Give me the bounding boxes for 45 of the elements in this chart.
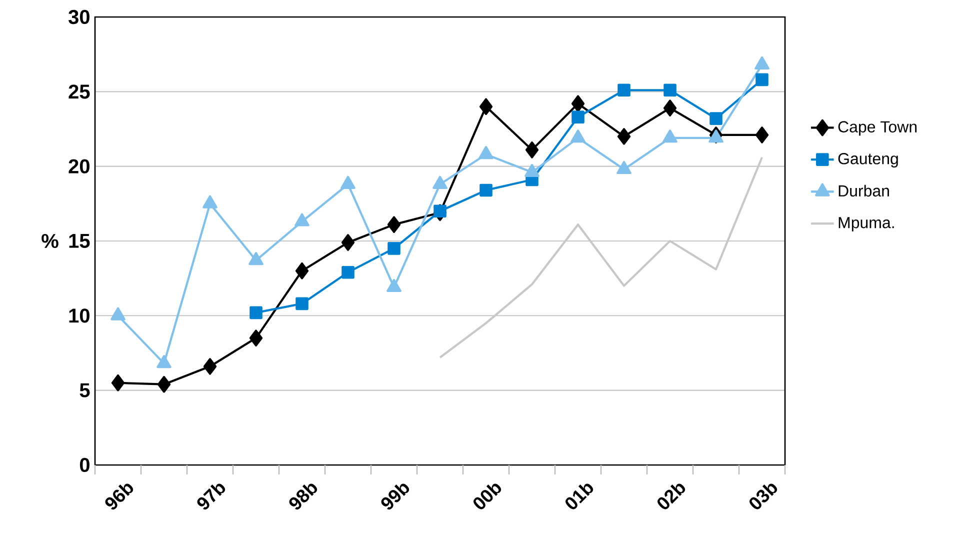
point	[618, 84, 630, 97]
legend-label: Cape Town	[838, 121, 917, 136]
x-tick-label: 03b	[749, 484, 778, 510]
y-axis-title: %	[42, 234, 58, 248]
y-tick-label: 30	[68, 10, 90, 24]
point	[755, 126, 769, 144]
y-tick-label: 5	[80, 383, 90, 398]
point	[434, 204, 446, 218]
point	[250, 306, 262, 320]
y-tick-label: 10	[69, 308, 90, 323]
point	[295, 262, 309, 280]
x-tick-label: 99b	[381, 484, 410, 510]
x-tick-label: 00b	[473, 484, 502, 510]
point	[341, 234, 355, 251]
x-tick-label: 97b	[197, 484, 226, 510]
legend-label: Durban	[838, 184, 889, 197]
x-tick-label: 98b	[289, 484, 318, 510]
point	[571, 95, 585, 112]
point	[663, 100, 677, 116]
legend-label: Gauteng	[838, 152, 898, 168]
point	[387, 216, 401, 233]
point	[203, 358, 217, 375]
x-tick-label: 01b	[565, 484, 594, 510]
x-tick-label: 02b	[657, 484, 686, 510]
y-tick-label: 25	[68, 84, 90, 99]
point	[664, 84, 676, 97]
point	[111, 374, 125, 392]
point	[480, 184, 492, 197]
y-tick-label: 15	[69, 234, 90, 248]
point	[710, 112, 722, 125]
point	[342, 266, 354, 279]
point	[572, 110, 584, 124]
point	[388, 242, 400, 255]
point	[525, 141, 539, 158]
point	[617, 128, 631, 145]
point	[296, 297, 308, 310]
point	[756, 73, 768, 86]
x-tick-label: 96b	[105, 484, 134, 510]
point	[479, 98, 493, 115]
line-series	[438, 156, 764, 359]
point	[157, 376, 171, 393]
y-tick-label: 0	[80, 458, 90, 472]
point	[249, 330, 263, 346]
legend-label: Mpuma.	[838, 217, 894, 232]
y-tick-label: 20	[68, 159, 90, 174]
